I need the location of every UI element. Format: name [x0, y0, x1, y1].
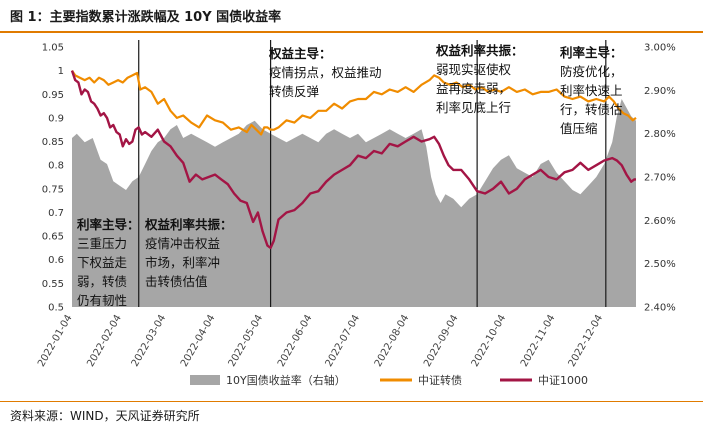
left-axis-tick-label: 0.8 [48, 161, 64, 172]
index-lines-layer [70, 69, 637, 250]
annotation-heading: 权益利率共振： [435, 43, 524, 58]
annotation-line: 防疫优化， [560, 64, 623, 79]
left-axis-ticks: 0.5 0.55 0.6 0.65 0.7 0.75 0.8 0.85 0.9 0.95 1 1.05 [42, 43, 64, 314]
csi1000-line [70, 70, 636, 250]
x-axis-tick-label: 2022-12-04 [567, 313, 606, 369]
annotation-heading: 利率主导： [77, 217, 140, 232]
left-axis-tick-label: 0.85 [42, 137, 64, 148]
x-axis-tick-label: 2022-05-04 [227, 313, 266, 369]
left-axis-tick-label: 0.65 [42, 232, 64, 243]
right-axis-tick-label: 2.90% [644, 86, 676, 97]
footer-divider [0, 401, 703, 402]
annotation-line: 仍有韧性 [77, 293, 127, 308]
left-axis-tick-label: 0.95 [42, 90, 64, 101]
right-axis-tick-label: 3.00% [644, 43, 676, 54]
x-axis-ticks: 2022-01-04 2022-02-04 2022-03-04 2022-04-04… [36, 313, 605, 369]
right-axis-tick-label: 2.40% [644, 303, 676, 314]
x-axis-tick-label: 2022-07-04 [324, 313, 363, 369]
x-axis-tick-label: 2022-03-04 [130, 313, 169, 369]
annotation-line: 值压缩 [560, 121, 598, 136]
annotation-line: 疫情拐点，权益推动 [269, 65, 382, 80]
right-axis-tick-label: 2.60% [644, 216, 676, 227]
annotation-line: 益再度走弱， [436, 81, 511, 96]
annotation-line: 下权益走 [77, 255, 128, 270]
left-axis-tick-label: 0.6 [48, 255, 64, 266]
chart-title: 图 1：主要指数累计涨跌幅及 10Y 国债收益率 [10, 10, 282, 25]
annotation-line: 行，转债估 [560, 102, 623, 117]
x-axis-tick-label: 2022-01-04 [36, 313, 75, 369]
left-axis-tick-label: 0.55 [42, 279, 64, 290]
left-axis-tick-label: 0.5 [48, 303, 64, 314]
x-axis-tick-label: 2022-06-04 [276, 313, 315, 369]
annotation-line: 市场，利率冲 [145, 255, 220, 270]
x-axis-tick-label: 2022-02-04 [85, 313, 124, 369]
bond-yield-area [72, 99, 636, 307]
source-note: 资料来源：WIND，天风证券研究所 [10, 409, 200, 423]
left-axis-tick-label: 1 [58, 66, 64, 77]
annotation-heading: 权益主导： [268, 46, 332, 61]
annotation-line: 利率见底上行 [436, 100, 511, 115]
annotation-line: 弱，转债 [77, 274, 127, 289]
left-axis-tick-label: 0.7 [48, 208, 64, 219]
annotation-line: 疫情冲击权益 [145, 236, 220, 251]
x-axis-tick-label: 2022-09-04 [422, 313, 461, 369]
left-axis-tick-label: 0.75 [42, 184, 64, 195]
x-axis-tick-label: 2022-10-04 [470, 313, 509, 369]
right-axis-tick-label: 2.70% [644, 173, 676, 184]
legend-label-convertible: 中证转债 [418, 373, 462, 387]
legend-label-bond-yield: 10Y国债收益率（右轴） [226, 373, 346, 387]
right-axis-tick-label: 2.50% [644, 259, 676, 270]
left-axis-tick-label: 1.05 [42, 43, 64, 54]
annotation-heading: 利率主导： [560, 45, 623, 60]
annotation-line: 三重压力 [77, 236, 127, 251]
right-axis-tick-label: 2.80% [644, 129, 676, 140]
annotation-line: 击转债估值 [145, 274, 208, 289]
right-axis-ticks: 2.40% 2.50% 2.60% 2.70% 2.80% 2.90% 3.00% [644, 43, 676, 314]
annotation-heading: 权益利率共振： [144, 217, 233, 232]
legend-swatch-bond-yield [190, 375, 220, 385]
legend: 10Y国债收益率（右轴） 中证转债 中证1000 [190, 373, 588, 387]
annotation-line: 利率快速上 [560, 83, 623, 98]
x-axis-tick-label: 2022-11-04 [519, 313, 558, 369]
title-divider [0, 31, 703, 33]
convertible-bond-line [71, 69, 637, 136]
x-axis-tick-label: 2022-04-04 [179, 313, 218, 369]
x-axis-tick-label: 2022-08-04 [373, 313, 412, 369]
legend-label-csi1000: 中证1000 [538, 374, 588, 387]
left-axis-tick-label: 0.9 [48, 113, 64, 124]
annotation-line: 转债反弹 [269, 84, 319, 99]
annotation-line: 弱现实驱使权 [436, 62, 512, 77]
bond-yield-area-layer [72, 99, 636, 307]
